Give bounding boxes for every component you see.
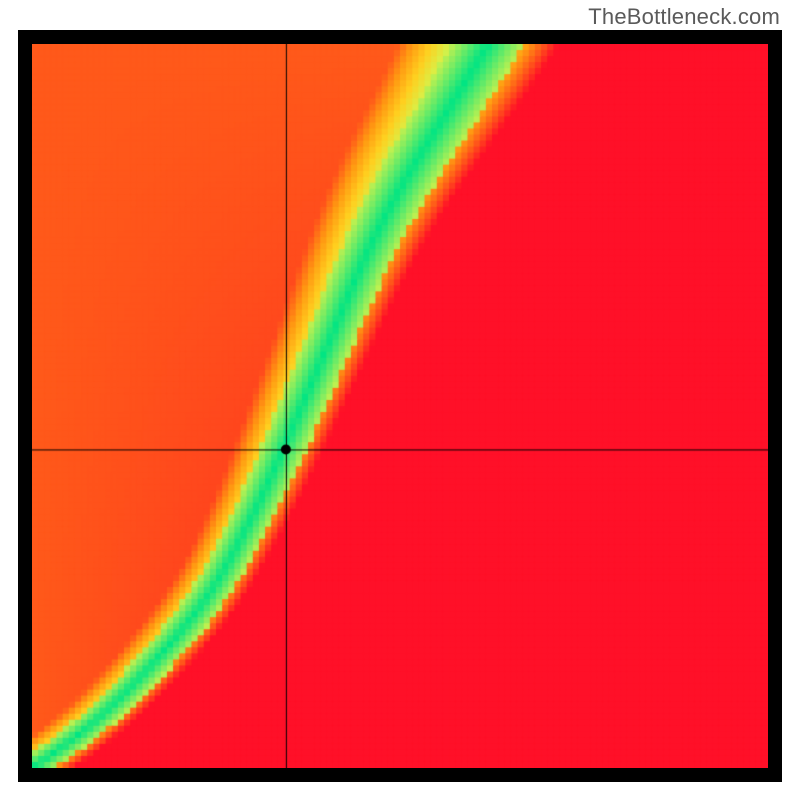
bottleneck-heatmap <box>32 44 768 768</box>
figure-root: TheBottleneck.com <box>0 0 800 800</box>
watermark-text: TheBottleneck.com <box>588 4 780 30</box>
